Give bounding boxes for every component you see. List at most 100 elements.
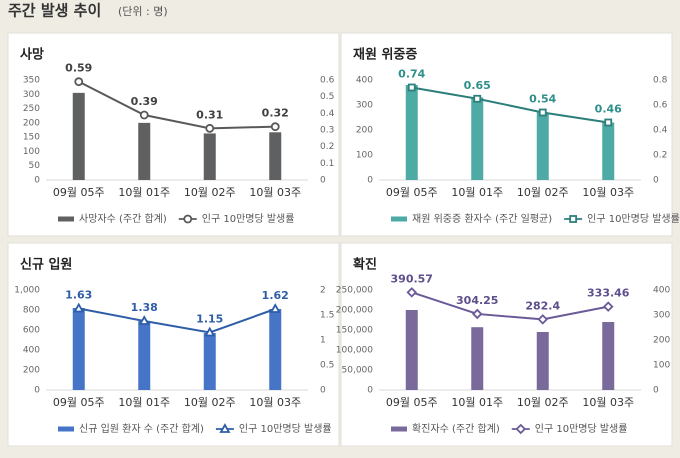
unit-note: (단위 : 명) — [118, 5, 168, 18]
line-marker — [569, 215, 578, 223]
bar — [536, 112, 549, 180]
x-tick-label: 10월 03주 — [582, 186, 634, 199]
line-marker — [73, 302, 85, 313]
x-tick-label: 09월 05주 — [386, 396, 438, 409]
y-tick-label: 1,000 — [14, 286, 40, 296]
data-label: 0.65 — [464, 79, 491, 92]
data-label: 0.46 — [595, 103, 622, 116]
y2-tick-label: 300 — [653, 311, 670, 321]
data-label: 1.62 — [262, 289, 289, 302]
x-tick-label: 10월 02주 — [184, 396, 236, 409]
line-marker — [604, 118, 613, 127]
y2-tick-label: 0.5 — [320, 361, 334, 371]
line-marker — [538, 108, 547, 117]
line — [78, 307, 276, 334]
y-tick-label: 600 — [23, 326, 40, 336]
y-tick-label: 800 — [23, 306, 40, 316]
y-tick-label: 150,000 — [336, 326, 373, 336]
line — [411, 291, 609, 321]
page-title: 주간 발생 추이 — [8, 2, 101, 20]
line-marker — [515, 423, 527, 435]
chart-panel: 확진 0 50,000 100,000 150,000 200,000 250,000 0 10… — [336, 242, 673, 447]
x-tick-label: 09월 05주 — [53, 186, 105, 199]
legend-swatch — [58, 216, 74, 222]
legend-label: 확진자수 (주간 합계) — [412, 423, 500, 435]
y2-tick-label: 0.5 — [320, 92, 334, 102]
legend-swatch — [391, 426, 407, 432]
y2-tick-label: 0.6 — [653, 101, 668, 111]
chart-panel: 재원 위중증 0 100 200 300 400 0 0.2 0.4 0.6 0.8 09월 05주 1… — [340, 32, 680, 237]
y2-tick-label: 0.1 — [320, 159, 334, 169]
line — [411, 86, 609, 124]
y-tick-label: 100 — [356, 151, 373, 161]
y-tick-label: 0 — [34, 176, 40, 186]
y-tick-label: 100 — [23, 147, 40, 157]
y2-tick-label: 0.3 — [320, 126, 334, 136]
panel-background — [340, 242, 673, 447]
bar — [203, 333, 216, 390]
y-tick-label: 400 — [356, 76, 373, 86]
line-marker — [138, 315, 150, 325]
y-tick-label: 350 — [23, 76, 40, 86]
legend-label: 인구 10만명당 발생률 — [587, 213, 680, 225]
y-tick-label: 0 — [367, 176, 373, 186]
bar — [471, 327, 484, 390]
bar — [471, 97, 484, 180]
y-tick-label: 150 — [23, 133, 40, 143]
legend-swatch — [391, 216, 407, 222]
panel-background — [340, 32, 673, 237]
y-tick-label: 250 — [23, 104, 40, 114]
line-marker — [537, 314, 549, 325]
bar — [405, 85, 418, 180]
y2-tick-label: 0.6 — [320, 76, 335, 86]
y2-tick-label: 100 — [653, 361, 670, 371]
legend-swatch — [58, 426, 74, 432]
bar — [203, 133, 216, 180]
legend-label: 인구 10만명당 발생률 — [535, 423, 628, 435]
bar — [72, 92, 85, 180]
bar — [536, 332, 549, 390]
line-marker — [219, 423, 231, 433]
chart-panel: 신규 입원 0 200 400 600 800 1,000 0 0.5 1 1.5 2 09월 05주 1… — [7, 242, 340, 447]
bar — [72, 308, 85, 390]
y-tick-label: 50,000 — [342, 366, 374, 376]
bar — [138, 122, 151, 180]
y-tick-label: 300 — [356, 101, 373, 111]
line-marker — [204, 326, 216, 337]
x-tick-label: 10월 03주 — [249, 396, 301, 409]
y-tick-label: 0 — [34, 386, 40, 396]
y2-tick-label: 1 — [320, 336, 326, 346]
legend-label: 사망자수 (주간 합계) — [79, 213, 167, 225]
x-tick-label: 10월 02주 — [517, 186, 569, 199]
y-tick-label: 250,000 — [336, 286, 373, 296]
data-label: 1.63 — [65, 289, 92, 302]
line — [78, 80, 276, 130]
y2-tick-label: 0 — [320, 176, 326, 186]
line-marker — [471, 308, 483, 320]
bar — [405, 310, 418, 390]
y2-tick-label: 0.4 — [320, 109, 335, 119]
data-label: 0.31 — [196, 108, 223, 121]
bar — [602, 122, 615, 180]
x-tick-label: 10월 01주 — [118, 396, 170, 409]
chart-panel: 사망 0 50 100 150 200 250 300 350 0 0.1 0.2 0.3 0.4 0.5 0… — [7, 32, 340, 237]
y-tick-label: 400 — [23, 346, 40, 356]
data-label: 333.46 — [587, 287, 630, 300]
data-label: 0.54 — [529, 93, 556, 106]
chart-title: 재원 위중증 — [353, 48, 417, 63]
y-tick-label: 300 — [23, 90, 40, 100]
line-marker — [406, 287, 418, 298]
line-marker — [270, 122, 280, 132]
bar — [138, 321, 151, 390]
chart-title: 사망 — [20, 47, 44, 63]
y-tick-label: 200 — [356, 126, 373, 136]
y2-tick-label: 200 — [653, 336, 670, 346]
y2-tick-label: 0 — [653, 386, 659, 396]
line-marker — [602, 301, 614, 312]
legend-label: 인구 10만명당 발생률 — [239, 423, 332, 435]
x-tick-label: 10월 03주 — [582, 396, 634, 409]
y-tick-label: 200 — [23, 118, 40, 128]
y-tick-label: 0 — [367, 386, 373, 396]
y2-tick-label: 0.4 — [653, 126, 668, 136]
